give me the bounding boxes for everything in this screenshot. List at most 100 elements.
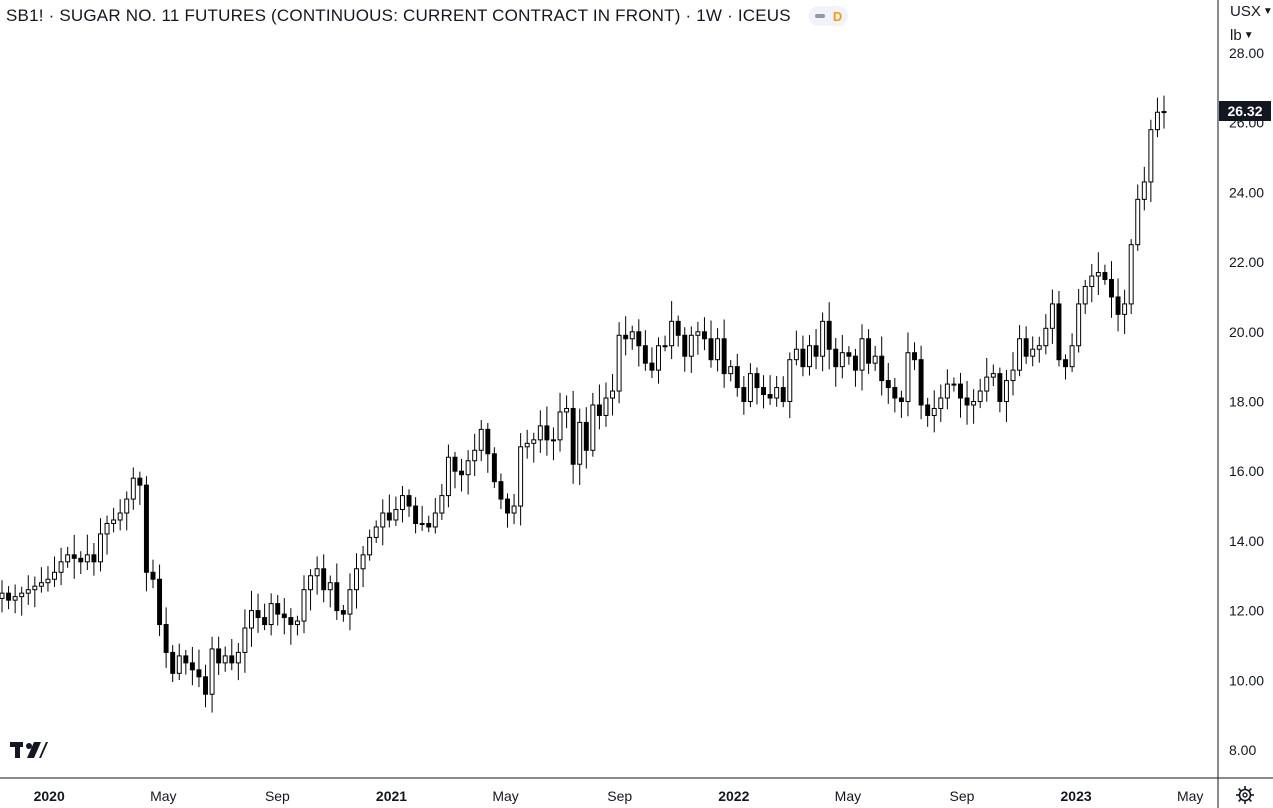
time-tick-label: Sep [950,788,975,804]
time-tick-label: May [150,788,176,804]
candle [505,493,510,528]
candle-body [472,449,478,462]
candle [1036,336,1042,363]
candle-body [163,624,169,653]
candle-body [800,348,806,368]
candle [281,598,287,635]
candle-body [360,554,366,570]
candle-body [65,554,71,563]
candle-body [104,522,110,535]
price-tick-label: 24.00 [1229,184,1264,200]
candle-body [1109,279,1114,298]
unit-selector[interactable]: lb ▼ [1230,27,1254,44]
candle-body [767,394,773,399]
candle [774,375,780,407]
candle-body [1076,303,1082,347]
candle [570,390,576,484]
candle [157,564,163,637]
candle-body [859,338,865,371]
candle-body [242,627,248,653]
candle [675,315,681,347]
candle [1095,252,1101,295]
candle [248,590,254,647]
candle [104,515,110,555]
candle-body [610,390,616,399]
candle-body [636,331,642,347]
candle-body [997,373,1003,402]
candle-body [491,453,497,483]
candle [439,484,445,520]
candle-body [695,331,701,336]
candle-body [275,603,281,615]
candle-body [111,519,117,524]
time-axis[interactable]: 2020 May Sep 2021 May Sep 2022 May Sep 2023 May [34,788,1204,804]
candle-body [255,610,261,619]
candle-body [675,320,681,336]
candle [58,547,64,586]
candle [524,429,530,459]
candle-body [944,383,950,399]
candle [997,367,1003,413]
candle-body [445,456,451,497]
candle-body [143,484,149,573]
candle-body [1069,345,1075,368]
price-tick-label: 20.00 [1229,324,1264,340]
candle [1122,289,1128,334]
candle [1148,119,1154,203]
candle-body [958,383,963,399]
candle [1141,166,1147,211]
candle-body [294,620,300,626]
candle-body [918,359,924,406]
market-status-badge[interactable]: D [808,6,849,26]
candle [498,473,504,510]
candle [452,451,458,489]
settings-gear-icon[interactable] [1235,785,1255,805]
candle-body [459,470,465,476]
candle [262,603,268,631]
candle [1017,325,1023,377]
price-tick-label: 16.00 [1229,463,1264,479]
status-dash-icon [814,14,825,18]
candle-body [931,407,937,416]
time-tick-label: Sep [607,788,632,804]
candle-body [498,481,504,500]
candle [944,369,950,410]
currency-selector[interactable]: USX ▼ [1230,3,1273,20]
symbol-title[interactable]: SB1! · SUGAR NO. 11 FUTURES (CONTINUOUS:… [6,6,791,25]
candle-body [229,655,235,664]
candle-body [1023,338,1029,357]
candle-body [761,387,767,396]
candle [19,586,25,616]
unit-label: lb [1230,27,1242,44]
price-axis[interactable]: 8.00 10.00 12.00 14.00 16.00 18.00 20.00 22.00 2… [1229,45,1264,758]
candle [885,362,891,404]
candle-body [590,404,596,451]
candle [235,642,241,681]
candle [216,636,222,675]
candle [137,471,143,505]
candle-body [301,589,307,622]
candle-body [354,568,359,591]
candle [340,604,346,622]
candle [445,444,451,508]
candle [800,335,806,377]
price-tick-label: 10.00 [1229,672,1264,688]
candle-body [1154,111,1160,131]
candle [1109,261,1114,318]
price-tick-label: 8.00 [1229,742,1256,758]
candle-body [531,439,537,444]
candle [386,494,392,528]
candle [334,563,340,620]
candle [111,507,117,533]
candle [852,348,858,387]
time-tick-label: May [1177,788,1203,804]
candle [91,543,97,576]
candle [124,491,130,531]
candle-body [564,407,570,413]
candle-body [6,592,12,601]
candle-body [1128,244,1134,305]
candle-body [728,366,734,375]
candle [656,337,661,384]
candle [1082,279,1088,314]
